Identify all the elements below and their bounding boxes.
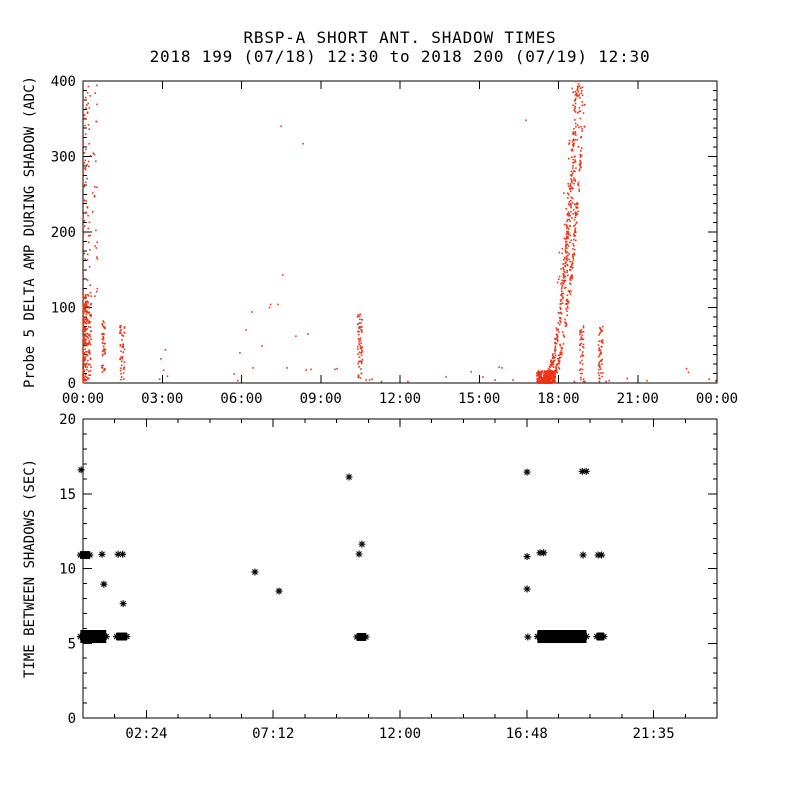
asterisk-marker: [523, 468, 531, 476]
asterisk-marker: [119, 550, 127, 558]
asterisk-marker: [579, 551, 587, 559]
x-tick-label: 18:00: [537, 391, 579, 407]
y-axis-title-top: Probe 5 DELTA AMP DURING SHADOW (ADC): [22, 76, 38, 388]
x-tick-label: 06:00: [220, 391, 262, 407]
x-tick-label: 07:12: [252, 726, 294, 742]
x-tick-label: 21:00: [617, 391, 659, 407]
axis-frame-bottom: [82, 418, 718, 719]
asterisk-marker: [275, 587, 283, 595]
title-block: RBSP-A SHORT ANT. SHADOW TIMES 2018 199 …: [0, 28, 800, 66]
y-axis-title-bottom: TIME BETWEEN SHADOWS (SEC): [22, 459, 38, 678]
asterisk-marker: [98, 550, 106, 558]
asterisk-marker: [119, 600, 127, 608]
series-bottom: [76, 466, 608, 644]
x-tick-label: 02:24: [125, 726, 167, 742]
asterisk-marker: [355, 550, 363, 558]
y-tick-label: 200: [51, 225, 76, 241]
axis-frame-top: [82, 80, 718, 384]
y-tick-label: 15: [59, 487, 76, 503]
asterisk-marker: [523, 585, 531, 593]
y-tick-label: 0: [68, 711, 76, 727]
asterisk-marker: [582, 467, 590, 475]
marker-bar: [356, 632, 366, 641]
asterisk-marker: [540, 549, 548, 557]
chart-subtitle: 2018 199 (07/18) 12:30 to 2018 200 (07/1…: [149, 47, 651, 66]
chart-title: RBSP-A SHORT ANT. SHADOW TIMES: [243, 28, 557, 47]
asterisk-marker: [251, 568, 259, 576]
asterisk-marker: [114, 550, 122, 558]
asterisk-marker: [578, 467, 586, 475]
y-tick-label: 300: [51, 150, 76, 166]
x-tick-label: 12:00: [379, 391, 421, 407]
x-tick-label: 21:35: [633, 726, 675, 742]
y-tick-label: 5: [68, 636, 76, 652]
asterisk-marker: [598, 551, 606, 559]
x-tick-label: 03:00: [141, 391, 183, 407]
x-tick-label: 00:00: [696, 391, 738, 407]
marker-bar: [116, 632, 127, 641]
x-tick-label: 09:00: [300, 391, 342, 407]
y-tick-label: 20: [59, 412, 76, 428]
asterisk-marker: [536, 549, 544, 557]
asterisk-marker: [77, 466, 85, 474]
series-top: [82, 80, 717, 384]
x-tick-label: 16:48: [506, 726, 548, 742]
x-tick-label: 15:00: [458, 391, 500, 407]
y-tick-label: 10: [59, 562, 76, 578]
y-axis-bottom: 0 5 10 15 20: [59, 412, 717, 727]
marker-bar: [596, 632, 604, 641]
panel-bottom: 0 5 10 15 20 02:24 07:12 12:00 16:48 21:35 TIME BE…: [22, 412, 718, 742]
asterisk-marker: [523, 553, 531, 561]
panel-top: 0 100 200 300 400 00:00 03:00 06:00 09:00 12:00 15…: [22, 74, 738, 407]
x-tick-label: 00:00: [62, 391, 104, 407]
asterisk-marker: [345, 473, 353, 481]
x-tick-label: 12:00: [379, 726, 421, 742]
marker-bar: [537, 630, 587, 644]
marker-bar: [80, 630, 107, 644]
y-tick-label: 100: [51, 301, 76, 317]
y-axis-top: 0 100 200 300 400: [51, 74, 717, 392]
x-axis-top: 00:00 03:00 06:00 09:00 12:00 15:00 18:00 21:00…: [62, 81, 738, 407]
asterisk-marker: [100, 580, 108, 588]
y-tick-label: 400: [51, 74, 76, 90]
y-tick-label: 0: [68, 376, 76, 392]
asterisk-marker: [524, 633, 532, 641]
asterisk-marker: [358, 540, 366, 548]
x-axis-bottom: 02:24 07:12 12:00 16:48 21:35: [82, 419, 718, 742]
marker-bar: [80, 551, 90, 560]
